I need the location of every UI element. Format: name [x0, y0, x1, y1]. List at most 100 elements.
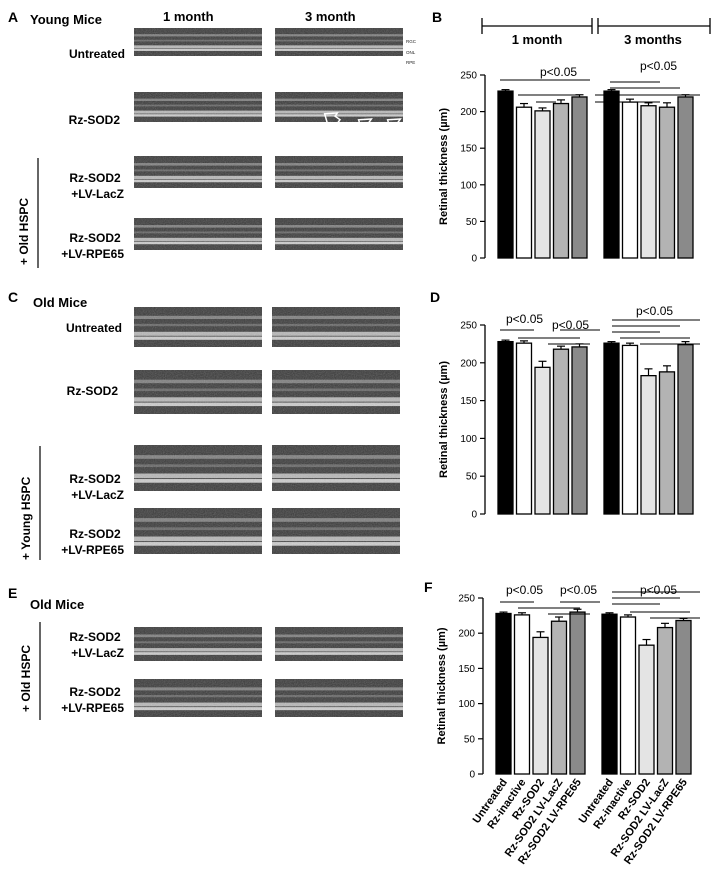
bar-untreated	[603, 342, 620, 515]
panel-e-row-rpe65: Rz-SOD2 +LV-RPE65	[61, 685, 124, 715]
p-value-label: p<0.05	[506, 312, 543, 326]
y-axis-title: Retinal thickness (µm)	[438, 361, 450, 478]
y-axis-title: Retinal thickness (µm)	[438, 108, 450, 225]
layer-label-onl: ONL	[406, 50, 416, 55]
oct-image	[134, 92, 262, 122]
bar-rz-inactive	[513, 614, 531, 775]
y-tick-label: 200	[458, 629, 475, 640]
y-tick-label: 250	[458, 594, 475, 605]
bar-rz-sod2-lv-rpe65	[571, 346, 588, 515]
bar-rz-sod2	[532, 636, 549, 775]
oct-image	[272, 307, 400, 347]
bar-rz-sod2	[640, 105, 657, 259]
y-tick-label: 150	[458, 664, 475, 675]
panel-e-title: Old Mice	[30, 597, 84, 612]
oct-image	[275, 627, 403, 661]
bar-rz-sod2-lv-rpe65	[675, 619, 692, 775]
p-value-label: p<0.05	[640, 583, 677, 597]
panel-e-oct-images	[134, 627, 403, 717]
y-tick-label: 150	[460, 396, 477, 407]
bar-untreated	[601, 613, 618, 775]
panel-e-group-label: + Old HSPC	[19, 645, 33, 712]
panel-label-b: B	[432, 9, 442, 25]
bar-rz-sod2-lv-lacz	[658, 106, 676, 259]
panel-a-row-rpe65: Rz-SOD2 +LV-RPE65	[61, 231, 124, 261]
p-value-label: p<0.05	[506, 583, 543, 597]
group-header-label: 3 months	[624, 32, 682, 47]
panel-label-d: D	[430, 289, 440, 305]
oct-image	[272, 508, 400, 554]
panel-c-title: Old Mice	[33, 295, 87, 310]
y-tick-label: 250	[460, 321, 477, 332]
y-tick-label: 150	[460, 144, 477, 155]
arrow-icon	[357, 118, 376, 134]
bar-untreated	[603, 90, 620, 259]
arrow-icon	[323, 112, 342, 128]
bar-rz-sod2-lv-lacz	[656, 626, 674, 775]
y-tick-label: 0	[469, 770, 475, 781]
y-tick-label: 100	[460, 180, 477, 191]
y-tick-label: 50	[466, 472, 478, 483]
p-value-label: p<0.05	[560, 583, 597, 597]
oct-image	[134, 508, 262, 554]
oct-image	[275, 156, 403, 188]
panel-a-col1-header: 1 month	[163, 9, 214, 24]
oct-image	[272, 445, 400, 491]
bar-rz-inactive	[515, 342, 533, 515]
layer-label-rgc: RGC	[406, 39, 417, 44]
oct-image	[134, 218, 262, 250]
group-header-label: 1 month	[512, 32, 563, 47]
bar-rz-inactive	[515, 106, 533, 259]
panel-a-title: Young Mice	[30, 12, 102, 27]
panel-e-row-lacz: Rz-SOD2 +LV-LacZ	[69, 630, 124, 660]
panel-a-row-untreated: Untreated	[69, 47, 125, 61]
degeneration-arrows	[323, 112, 405, 134]
oct-image	[134, 156, 262, 188]
oct-image	[134, 679, 262, 717]
y-axis-title: Retinal thickness (µm)	[436, 627, 448, 744]
bar-rz-sod2-lv-rpe65	[677, 96, 694, 259]
p-value-label: p<0.05	[636, 304, 673, 318]
bar-untreated	[495, 612, 512, 775]
p-value-label: p<0.05	[552, 318, 589, 332]
panel-c-row-untreated: Untreated	[66, 321, 122, 335]
bar-rz-sod2-lv-rpe65	[569, 611, 586, 775]
y-tick-label: 50	[464, 734, 476, 745]
panel-a-col2-header: 3 month	[305, 9, 356, 24]
y-tick-label: 100	[458, 699, 475, 710]
y-tick-label: 250	[460, 71, 477, 82]
oct-image	[134, 627, 262, 661]
panel-label-e: E	[8, 585, 17, 601]
panel-a-row-lacz: Rz-SOD2 +LV-LacZ	[69, 171, 124, 201]
y-tick-label: 200	[460, 107, 477, 118]
panel-a-group-label: + Old HSPC	[17, 198, 31, 265]
panel-c-oct-images	[134, 307, 400, 554]
oct-image	[275, 679, 403, 717]
bar-rz-sod2	[640, 375, 657, 515]
y-tick-label: 100	[460, 434, 477, 445]
panel-a-oct-images	[134, 28, 403, 250]
oct-image	[275, 28, 403, 56]
bar-rz-inactive	[619, 616, 637, 775]
chart-f: 0 50 100 150 200 250 Retinal thickness (µm) p<0…	[436, 583, 700, 867]
chart-d: 0 50 100 150 200 250 Retinal thickness (µm) p<0…	[438, 304, 700, 521]
oct-image	[275, 92, 403, 122]
panel-c-row-rpe65: Rz-SOD2 +LV-RPE65	[61, 527, 124, 557]
chart-b: 0 50 100 150 200 250 Retinal thickness (µm) p<0…	[438, 18, 711, 265]
bar-untreated	[497, 340, 514, 515]
bar-rz-sod2-lv-lacz	[552, 348, 570, 515]
bar-rz-inactive	[621, 101, 639, 259]
oct-image	[272, 370, 400, 414]
panel-a-row-rzsod2: Rz-SOD2	[69, 113, 121, 127]
bar-rz-sod2-lv-lacz	[552, 102, 570, 259]
bar-rz-sod2-lv-lacz	[658, 371, 676, 515]
bar-untreated	[497, 90, 514, 259]
bar-rz-sod2-lv-rpe65	[677, 344, 694, 515]
oct-image	[275, 218, 403, 250]
bar-rz-inactive	[621, 344, 639, 515]
panel-label-f: F	[424, 579, 433, 595]
layer-label-rpe: RPE	[406, 60, 415, 65]
y-tick-label: 0	[471, 510, 477, 521]
p-value-label: p<0.05	[540, 65, 577, 79]
